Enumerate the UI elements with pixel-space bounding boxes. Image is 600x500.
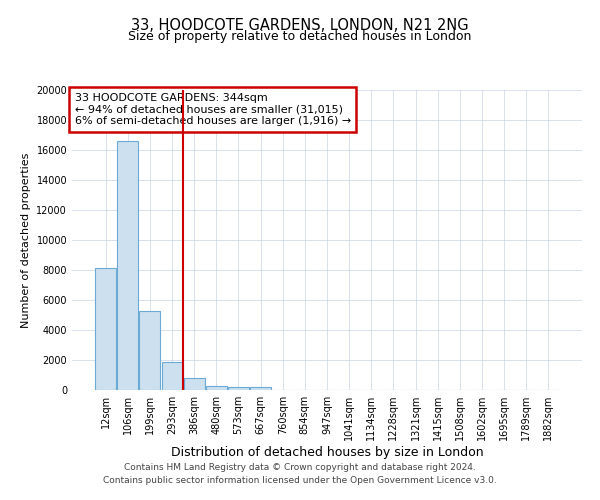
Text: Size of property relative to detached houses in London: Size of property relative to detached ho… [128, 30, 472, 43]
Text: 33, HOODCOTE GARDENS, LONDON, N21 2NG: 33, HOODCOTE GARDENS, LONDON, N21 2NG [131, 18, 469, 32]
Bar [118, 141, 139, 390]
Text: 33 HOODCOTE GARDENS: 344sqm
← 94% of detached houses are smaller (31,015)
6% of : 33 HOODCOTE GARDENS: 344sqm ← 94% of det… [74, 93, 351, 126]
Bar [161, 362, 182, 390]
Y-axis label: Number of detached properties: Number of detached properties [21, 152, 31, 328]
Text: Contains HM Land Registry data © Crown copyright and database right 2024.
Contai: Contains HM Land Registry data © Crown c… [103, 464, 497, 485]
Bar [184, 378, 205, 390]
Bar [139, 310, 160, 390]
Bar [95, 268, 116, 390]
Bar [228, 387, 249, 390]
X-axis label: Distribution of detached houses by size in London: Distribution of detached houses by size … [170, 446, 484, 459]
Bar [250, 387, 271, 390]
Bar [206, 386, 227, 390]
